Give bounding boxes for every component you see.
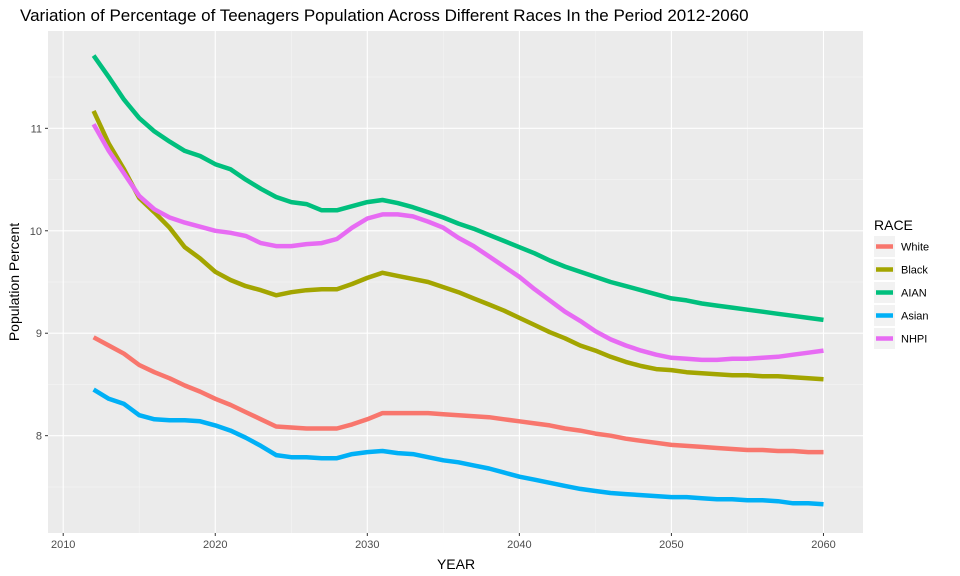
x-tick-label: 2050 bbox=[659, 539, 683, 551]
y-tick-label: 11 bbox=[31, 123, 42, 135]
axis-ticks: 2010 2020 2030 2040 2050 2060 8 9 10 11 bbox=[30, 123, 836, 551]
legend-label-white: White bbox=[901, 242, 929, 254]
x-axis-title: YEAR bbox=[437, 556, 475, 572]
y-axis-title: Population Percent bbox=[6, 223, 22, 341]
series-line-white bbox=[92, 335, 824, 455]
legend-title: RACE bbox=[874, 217, 913, 233]
series-line-aian bbox=[91, 54, 824, 323]
x-tick-label: 2040 bbox=[507, 539, 531, 551]
series-group bbox=[91, 54, 824, 507]
x-tick-label: 2060 bbox=[811, 539, 835, 551]
grid bbox=[48, 31, 863, 533]
x-tick-label: 2020 bbox=[203, 539, 227, 551]
y-tick-label: 8 bbox=[36, 431, 42, 443]
legend-label-nhpi: NHPI bbox=[901, 334, 927, 346]
x-tick-label: 2010 bbox=[51, 539, 75, 551]
legend: RACE White Black AIAN Asian NHPI bbox=[874, 217, 929, 349]
chart-title: Variation of Percentage of Teenagers Pop… bbox=[20, 6, 749, 25]
series-line-black bbox=[91, 109, 824, 382]
legend-label-black: Black bbox=[901, 265, 928, 277]
y-tick-label: 9 bbox=[36, 328, 42, 340]
y-tick-label: 10 bbox=[30, 226, 42, 238]
series-line-asian bbox=[92, 387, 824, 507]
legend-label-aian: AIAN bbox=[901, 288, 927, 300]
legend-label-asian: Asian bbox=[901, 311, 929, 323]
x-tick-label: 2030 bbox=[355, 539, 379, 551]
series-line-nhpi bbox=[91, 123, 824, 363]
